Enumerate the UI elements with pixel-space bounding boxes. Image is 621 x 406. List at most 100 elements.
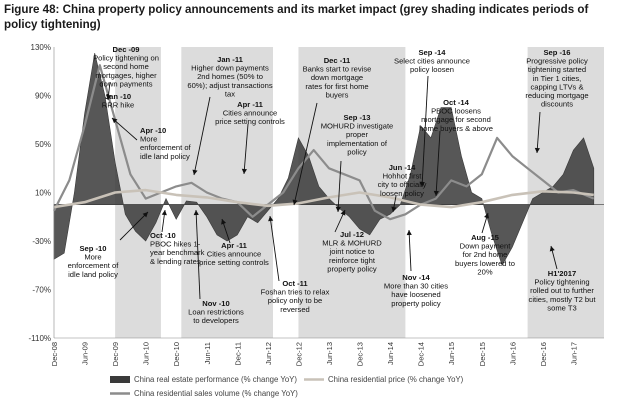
annotation-line: 2nd homes (50% to — [197, 72, 263, 81]
arrowhead-sep16 — [534, 147, 540, 153]
series-lines — [53, 64, 595, 221]
annotation-date: Nov -14 — [402, 273, 430, 282]
annotation-sep10: Sep -10 More enforcement of idle land polic… — [68, 244, 120, 279]
annotation-line: Cities announce — [223, 109, 277, 118]
annotation-nov10: Nov -10 Loan restrictions to developers — [188, 299, 244, 325]
annotation-line: tax — [225, 89, 235, 98]
annotation-line: PBOC hikes 1- — [150, 240, 201, 249]
annotation-line: 60%); adjust transactions — [187, 81, 272, 90]
annotation-date: Jan -10 — [105, 92, 131, 101]
annotation-jan10: Jan -10 RRR hike — [102, 92, 135, 110]
annotation-line: city to officially — [378, 180, 427, 189]
annotation-line: More than 30 cities — [384, 282, 448, 291]
annotation-line: for 2nd home — [463, 250, 508, 259]
arrow-sep16 — [536, 111, 541, 154]
annotation-line: discounts — [541, 100, 573, 109]
annotation-sep14: Sep -14 Select cities announce policy loos… — [394, 48, 470, 74]
annotation-line: MLR & MOHURD — [322, 239, 382, 248]
annotation-nov14: Nov -14 More than 30 cities have loosened p… — [384, 273, 448, 308]
x-tick-label: Dec-14 — [417, 342, 426, 366]
annotation-line: reversed — [280, 305, 310, 314]
annotation-line: PBOC loosens — [431, 107, 481, 116]
annotation-date: Oct -11 — [282, 279, 308, 288]
annotation-date: Sep -10 — [79, 244, 106, 253]
arrow-oct14 — [435, 130, 441, 197]
shaded-period-2 — [181, 47, 273, 338]
annotation-date: Jan -11 — [217, 55, 244, 64]
annotation-line: down payments — [99, 79, 152, 88]
annotation-line: mortgage for second — [421, 115, 491, 124]
annotation-sep13: Sep -13 MOHURD investigate proper implement… — [321, 113, 394, 156]
annotation-date: Apr -11 — [237, 100, 264, 109]
annotation-line: in Tier 1 cities, — [533, 74, 582, 83]
annotation-line: Progressive policy — [526, 57, 588, 66]
x-tick-label: Jun-11 — [203, 342, 212, 364]
annotation-oct10: Oct -10 PBOC hikes 1-year benchmark & lend… — [150, 231, 205, 266]
annotation-apr10: Apr -10 More enforcement of idle land polic… — [140, 126, 192, 161]
series-residential-sales-volume — [53, 64, 595, 221]
annotation-line: policy loosen — [410, 65, 454, 74]
figure-title: Figure 48: China property policy announc… — [4, 3, 589, 31]
x-tick-label: Jun-16 — [508, 342, 517, 365]
annotation-line: policy only to be — [268, 296, 322, 305]
annotation-date: Sep -14 — [418, 48, 446, 57]
legend-sales-volume-label: China residential sales volume (% change… — [134, 389, 298, 398]
arrowhead-dec11 — [292, 199, 298, 205]
annotation-date: Dec -09 — [112, 45, 139, 54]
legend-real-estate-label: China real estate performance (% change … — [134, 375, 297, 384]
y-tick-label: -110% — [28, 334, 51, 343]
x-tick-label: Dec-13 — [356, 342, 365, 366]
annotation-line: policy — [347, 147, 367, 156]
annotation-line: property policy — [327, 264, 377, 273]
annotation-jan11: Jan -11 Higher down payments 2nd homes (50… — [187, 55, 272, 98]
annotation-date: Apr -11 — [221, 241, 248, 250]
x-tick-label: Dec-09 — [111, 342, 120, 366]
arrowhead-sep13 — [335, 206, 341, 212]
x-tick-label: Dec-11 — [233, 342, 242, 366]
annotation-line: Banks start to revise — [303, 65, 372, 74]
annotation-line: year benchmark — [150, 248, 205, 257]
annotation-dec09: Dec -09 Policy tightening on second home mo… — [93, 45, 159, 88]
annotation-line: loosen policy — [380, 189, 424, 198]
y-tick-label: -70% — [32, 286, 51, 295]
y-tick-label: 50% — [35, 140, 51, 149]
y-tick-label: 90% — [35, 92, 51, 101]
annotation-h117: H1'2017 Policy tightening rolled out to fu… — [529, 269, 597, 312]
arrowhead-aug15 — [484, 213, 490, 219]
arrowhead-dec09 — [105, 94, 112, 100]
arrow-oct11 — [269, 215, 280, 282]
annotation-arrows — [105, 75, 558, 300]
x-tick-label: Jun-12 — [264, 342, 273, 365]
annotation-line: have loosened — [391, 290, 440, 299]
annotation-line: Hohhot first — [383, 172, 423, 181]
annotation-line: proper — [346, 130, 368, 139]
annotation-line: rolled out to further — [530, 286, 594, 295]
x-tick-label: Jun-13 — [325, 342, 334, 365]
annotation-line: MOHURD investigate — [321, 122, 394, 131]
annotation-line: down mortgage — [311, 73, 363, 82]
annotation-line: More — [140, 135, 157, 144]
annotation-jul12: Jul -12 MLR & MOHURD joint notice to reinfo… — [322, 230, 382, 273]
x-tick-label: Dec-08 — [50, 342, 59, 366]
annotation-line: to developers — [193, 316, 239, 325]
arrow-sep14 — [421, 75, 429, 188]
annotation-line: RRR hike — [102, 101, 135, 110]
annotation-line: buyers — [326, 90, 349, 99]
legend-residential-price-label: China residential price (% change YoY) — [328, 375, 464, 384]
annotation-line: Cities announce — [207, 250, 261, 259]
annotation-line: rates for first home — [305, 82, 368, 91]
series-residential-price — [53, 188, 594, 209]
legend: China real estate performance (% change … — [110, 375, 464, 398]
arrow-sep10 — [119, 211, 149, 241]
annotation-date: Aug -15 — [471, 233, 500, 242]
annotation-line: home buyers & above — [419, 124, 493, 133]
y-tick-label: 130% — [31, 43, 51, 52]
annotation-line: property policy — [391, 299, 441, 308]
arrow-jan11 — [193, 96, 211, 176]
annotation-line: Higher down payments — [191, 64, 269, 73]
annotation-line: enforcement of — [68, 261, 120, 270]
arrowhead-apr10 — [112, 118, 118, 124]
x-tick-label: Jun-09 — [81, 342, 90, 365]
arrowhead-nov14 — [406, 230, 412, 236]
annotation-date: Jun -14 — [389, 163, 416, 172]
